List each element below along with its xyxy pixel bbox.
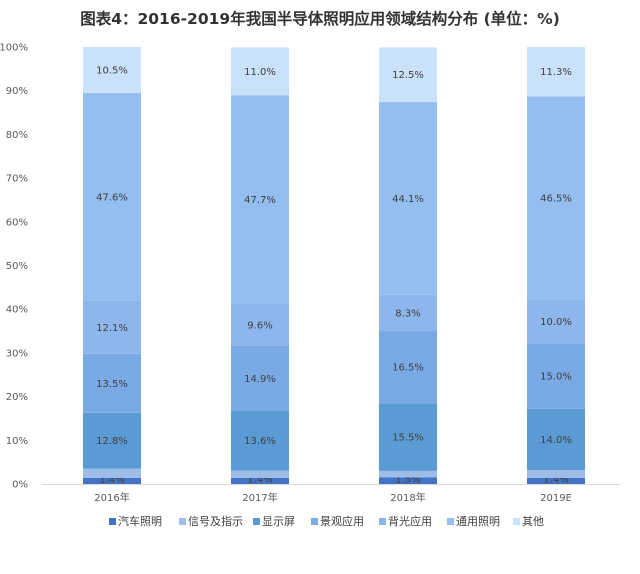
bar-segment [527,470,585,478]
bar-segment [231,477,289,484]
bar-segment [231,47,289,96]
x-tick-label: 2016年 [94,491,129,504]
x-tick-label: 2019E [540,493,572,504]
data-label: 12.8% [96,436,128,447]
legend-swatch [447,518,454,525]
bar-segment [83,300,141,354]
y-tick-label: 20% [6,392,28,403]
data-label: 12.1% [96,323,128,334]
bar-segment [379,47,437,103]
legend-label: 信号及指示 [188,514,243,528]
bar-segment [379,331,437,404]
bar-segment [379,403,437,471]
data-label: 44.1% [392,194,424,205]
legend-swatch [379,518,386,525]
data-label: 1.4% [247,475,272,486]
bar-segment [527,47,585,97]
legend-label: 显示屏 [262,515,295,528]
bar-segment [83,353,141,413]
y-tick-label: 70% [6,174,28,185]
bar-segment [379,477,437,484]
data-label: 1.4% [99,475,124,486]
data-label: 1.4% [543,475,568,486]
legend: 汽车照明 信号及指示 显示屏 景观应用 背光应用 通用照明 其他 [109,514,544,528]
data-label: 47.7% [244,195,276,206]
data-label: 14.9% [244,374,276,385]
y-tick-label: 80% [6,130,28,141]
bar-segment [527,343,585,409]
bar-segment [379,102,437,295]
data-label: 1.5% [395,475,420,486]
bars: 1.4%2.1%12.8%13.5%12.1%47.6%10.5%1.4%1.7… [83,47,585,486]
y-tick-label: 90% [6,86,28,97]
data-label: 15.0% [540,372,572,383]
legend-label: 景观应用 [320,514,364,528]
legend-label: 通用照明 [456,515,500,528]
bar-segment [83,477,141,484]
x-axis: 2016年 2017年 2018年 2019E [42,484,620,504]
y-axis: 0% 10% 20% 30% 40% 50% 60% 70% 80% 90% 100% [0,43,28,491]
x-tick-label: 2017年 [242,491,277,504]
chart-title: 图表4：2016-2019年我国半导体照明应用领域结构分布 (单位：%) [80,9,560,28]
legend-label: 汽车照明 [118,514,162,528]
data-label: 16.5% [392,363,424,374]
y-tick-label: 30% [6,348,28,359]
y-tick-label: 50% [6,261,28,272]
legend-swatch [109,518,116,525]
legend-swatch [253,518,260,525]
legend-swatch [513,518,520,525]
bar-segment [231,345,289,412]
bar-segment [231,303,289,346]
y-tick-label: 10% [6,436,28,447]
data-label: 13.6% [244,436,276,447]
legend-swatch [311,518,318,525]
data-label: 9.6% [247,320,272,331]
bar-segment [83,468,141,478]
data-label: 46.5% [540,193,572,204]
data-label: 8.3% [395,308,420,319]
legend-swatch [179,518,186,525]
bar-segment [83,412,141,469]
bar-segment [527,408,585,471]
legend-label: 其他 [522,515,544,528]
data-label: 12.5% [392,70,424,81]
y-tick-label: 40% [6,305,28,316]
x-tick-label: 2018年 [390,491,425,504]
y-tick-label: 100% [0,43,28,54]
data-label: 10.0% [540,317,572,328]
bar-segment [231,470,289,478]
data-label: 10.5% [96,65,128,76]
bar-segment [527,477,585,484]
data-label: 11.0% [244,67,276,78]
data-label: 11.3% [540,67,572,78]
data-label: 13.5% [96,379,128,390]
legend-label: 背光应用 [388,514,432,528]
bar-segment [527,299,585,344]
bar-segment [83,92,141,301]
y-tick-label: 0% [12,480,28,491]
bar-segment [527,96,585,300]
data-label: 14.0% [540,435,572,446]
bar-segment [83,47,141,93]
bar-segment [231,95,289,304]
bar-segment [379,470,437,478]
bar-segment [379,294,437,332]
data-label: 15.5% [392,433,424,444]
y-tick-label: 60% [6,217,28,228]
bar-segment [231,411,289,471]
data-label: 47.6% [96,192,128,203]
